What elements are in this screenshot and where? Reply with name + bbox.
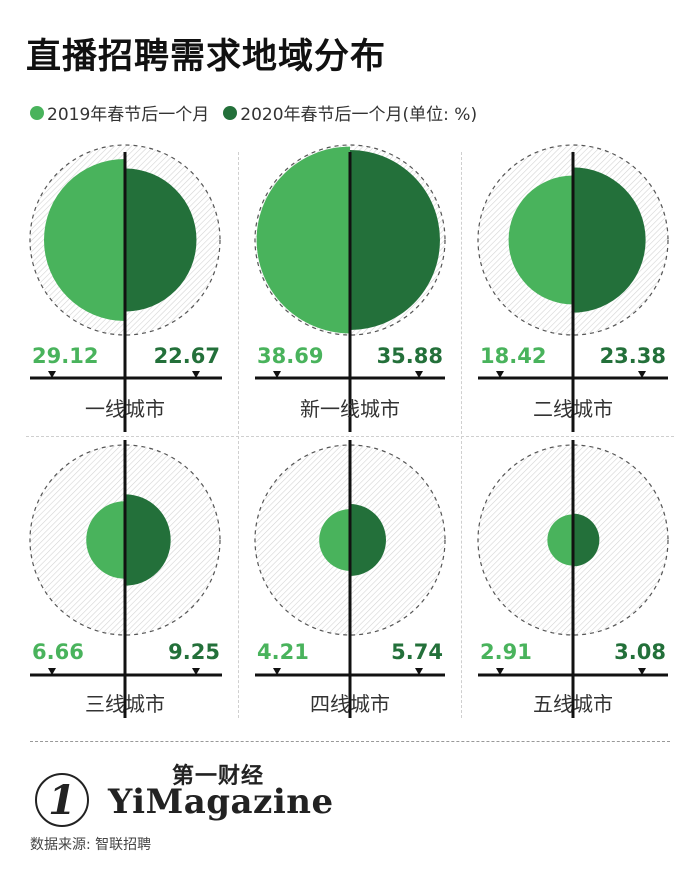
grid-divider: [26, 436, 674, 437]
category-label: 三线城市: [85, 692, 165, 716]
tick-marker: [192, 668, 200, 675]
category-label: 一线城市: [85, 397, 165, 421]
half-circle-2020: [125, 168, 197, 312]
half-circle-2019: [86, 501, 125, 579]
legend: 2019年春节后一个月 2020年春节后一个月(单位: %): [30, 100, 491, 125]
half-circle-2019: [319, 509, 350, 571]
half-circle-2020: [125, 494, 171, 586]
tick-marker: [48, 371, 56, 378]
yimagazine-logo-icon: 1: [35, 773, 89, 827]
data-label-2019: 4.21: [257, 640, 309, 664]
data-label-2019: 38.69: [257, 344, 323, 368]
legend-swatch-2020: [223, 105, 238, 120]
legend-swatch-2019: [30, 105, 44, 120]
legend-item-2019: 2019年春节后一个月: [30, 100, 209, 125]
footer-separator: [30, 741, 670, 742]
tick-marker: [273, 371, 281, 378]
category-label: 二线城市: [533, 397, 613, 421]
half-circle-2020: [573, 167, 646, 313]
tick-marker: [273, 668, 281, 675]
logo-en: YiMagazine: [108, 782, 334, 822]
data-label-2020: 22.67: [154, 344, 220, 368]
tick-marker: [638, 668, 646, 675]
tick-marker: [48, 668, 56, 675]
tick-marker: [415, 668, 423, 675]
data-label-2020: 23.38: [600, 344, 666, 368]
legend-label-2019: 2019年春节后一个月: [47, 105, 210, 125]
data-label-2020: 3.08: [614, 640, 666, 664]
tick-marker: [638, 371, 646, 378]
half-circle-2020: [350, 150, 440, 330]
tick-marker: [415, 371, 423, 378]
data-source: 数据来源: 智联招聘: [30, 837, 152, 853]
data-label-2020: 9.25: [168, 640, 220, 664]
category-label: 四线城市: [310, 692, 390, 716]
category-label: 五线城市: [533, 692, 613, 716]
data-label-2019: 6.66: [32, 640, 84, 664]
legend-item-2020: 2020年春节后一个月(单位: %): [223, 100, 477, 125]
legend-label-2020: 2020年春节后一个月(单位: %): [240, 105, 478, 125]
grid-divider: [461, 152, 462, 718]
half-circle-2019: [547, 514, 573, 566]
data-label-2019: 29.12: [32, 344, 98, 368]
chart-area: 29.12 22.67 一线城市 38.69 35.88 新一线城市 18.42 23.38 二…: [29, 144, 669, 718]
data-label-2020: 35.88: [377, 344, 443, 368]
logo-cn: 第一财经: [172, 764, 265, 789]
data-label-2019: 18.42: [480, 344, 546, 368]
data-label-2020: 5.74: [391, 640, 443, 664]
tick-marker: [496, 371, 504, 378]
tick-marker: [496, 668, 504, 675]
chart-title: 直播招聘需求地域分布: [26, 37, 387, 77]
half-circle-2019: [43, 158, 126, 322]
grid-divider: [238, 152, 239, 718]
half-circle-2019: [256, 146, 350, 334]
half-circle-2019: [508, 175, 573, 305]
half-circle-2020: [350, 504, 386, 576]
logo-mark-text: 1: [48, 777, 76, 824]
tick-marker: [192, 371, 200, 378]
half-circle-2020: [573, 513, 600, 567]
data-label-2019: 2.91: [480, 640, 532, 664]
category-label: 新一线城市: [300, 397, 400, 421]
